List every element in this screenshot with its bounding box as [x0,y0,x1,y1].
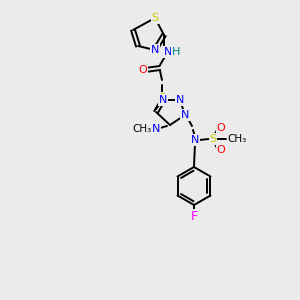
Text: S: S [158,93,166,103]
Text: N: N [191,135,199,145]
Text: N: N [164,47,172,57]
Text: O: O [139,65,147,75]
Text: N: N [159,95,167,105]
Text: N: N [176,95,184,105]
Text: H: H [172,47,180,57]
Text: S: S [209,134,217,144]
Text: CH₃: CH₃ [227,134,247,144]
Text: N: N [152,124,160,134]
Text: O: O [217,145,225,155]
Text: CH₃: CH₃ [132,124,152,134]
Text: N: N [181,110,189,120]
Text: O: O [217,123,225,133]
Text: F: F [190,209,198,223]
Text: S: S [152,13,159,23]
Text: N: N [151,45,159,55]
